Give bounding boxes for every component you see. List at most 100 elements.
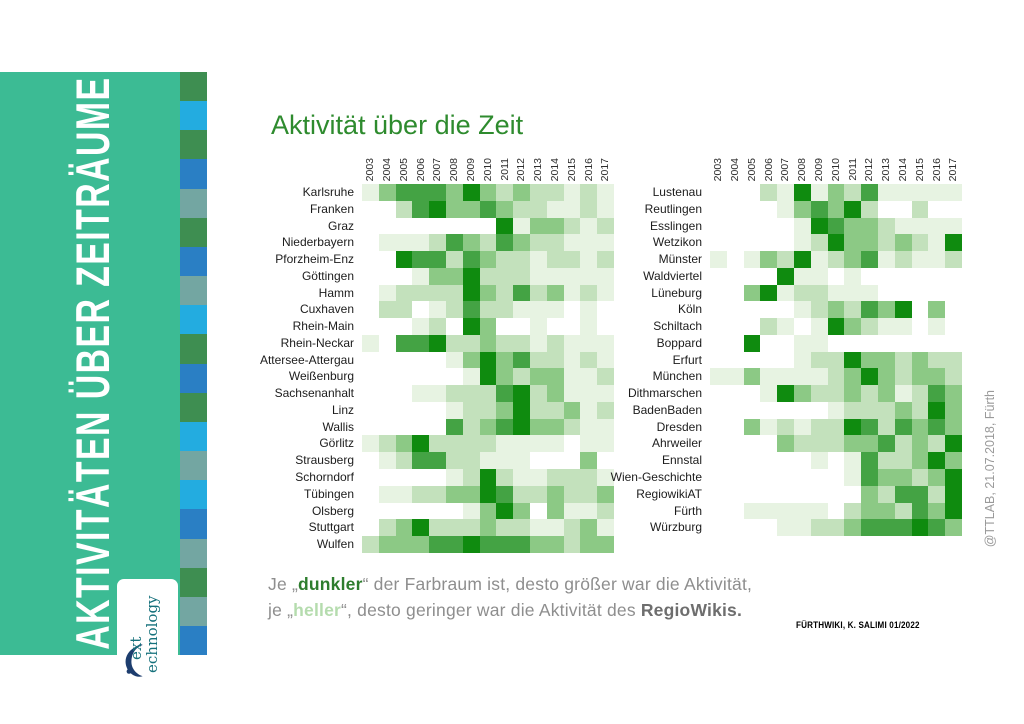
year-tick: 2007 <box>431 157 444 181</box>
heatmap-cell <box>810 334 828 352</box>
heatmap-cell <box>529 418 547 436</box>
row-label: Köln <box>677 302 702 317</box>
heatmap-cell <box>546 452 564 470</box>
year-tick: 2005 <box>745 157 758 181</box>
caption: Je „dunkler“ der Farbraum ist, desto grö… <box>268 571 752 623</box>
heatmap-cell <box>844 502 862 520</box>
heatmap-cell <box>945 217 962 235</box>
heatmap-cell <box>395 452 413 470</box>
heatmap-cell <box>793 435 811 453</box>
heatmap-cell <box>597 536 614 553</box>
heatmap-cell <box>479 217 497 235</box>
heatmap-cell <box>844 334 862 352</box>
year-tick: 2015 <box>913 157 926 181</box>
heatmap-cell <box>894 418 912 436</box>
row-label: Weißenburg <box>288 369 354 384</box>
heatmap-cell <box>462 536 480 553</box>
heatmap-left: 2003 2004 2005 2006 2007 2008 2009 2010 2011 2012… <box>250 140 614 553</box>
heatmap-cell <box>546 267 564 285</box>
heatmap-cell <box>496 284 514 302</box>
heatmap-cell <box>793 284 811 302</box>
heatmap-cell <box>580 184 598 201</box>
strip-square <box>180 538 207 568</box>
year-tick: 2006 <box>414 157 427 181</box>
year-tick: 2008 <box>448 157 461 181</box>
heatmap-cell <box>928 435 946 453</box>
heatmap-cell <box>412 435 430 453</box>
heatmap-cell <box>894 351 912 369</box>
heatmap-cell <box>743 217 761 235</box>
heatmap-cell <box>546 536 564 553</box>
heatmap-cell <box>777 435 794 453</box>
heatmap-cell <box>546 217 564 235</box>
heatmap-cell <box>362 217 379 235</box>
heatmap-cell <box>928 351 946 369</box>
heatmap-cell <box>395 385 413 402</box>
heatmap-cell <box>362 435 379 453</box>
heatmap-cell <box>580 284 598 302</box>
heatmap-cell <box>844 368 862 386</box>
heatmap-cell <box>529 536 547 553</box>
heatmap-cell <box>462 502 480 520</box>
heatmap-cell <box>710 267 727 285</box>
heatmap-cell <box>945 469 962 486</box>
heatmap-cell <box>760 217 778 235</box>
heatmap-cell <box>877 284 895 302</box>
heatmap-cell <box>546 200 564 218</box>
heatmap-row: Graz <box>250 217 614 235</box>
heatmap-cell <box>877 318 895 335</box>
heatmap-cell <box>777 184 794 201</box>
heatmap-cell <box>793 351 811 369</box>
heatmap-cell <box>760 251 778 268</box>
strip-square <box>180 625 207 656</box>
heatmap-cell <box>743 200 761 218</box>
heatmap-cell <box>726 485 744 503</box>
caption-line-2: je „heller“, desto geringer war die Akti… <box>268 597 752 623</box>
heatmap-cell <box>894 234 912 252</box>
heatmap-cell <box>546 418 564 436</box>
heatmap-cell <box>412 485 430 503</box>
row-label: Linz <box>331 402 354 417</box>
heatmap-cell <box>894 452 912 470</box>
heatmap-cell <box>743 452 761 470</box>
heatmap-cell <box>429 536 446 553</box>
heatmap-cell <box>844 418 862 436</box>
heatmap-cell <box>529 385 547 402</box>
heatmap-cell <box>378 234 396 252</box>
row-label: Karlsruhe <box>302 185 354 199</box>
heatmap-cell <box>945 284 962 302</box>
heatmap-cell <box>844 469 862 486</box>
heatmap-grid-left: Karlsruhe Franken Graz Niederbayern Pforzhei… <box>250 184 614 553</box>
heatmap-cell <box>793 502 811 520</box>
heatmap-cell <box>395 351 413 369</box>
heatmap-cell <box>395 485 413 503</box>
heatmap-cell <box>928 217 946 235</box>
heatmap-cell <box>412 184 430 201</box>
logo-line-1: ext <box>127 636 146 660</box>
heatmap-cell <box>412 368 430 386</box>
strip-square <box>180 101 207 131</box>
strip-square <box>180 596 207 626</box>
heatmap-cell <box>563 334 581 352</box>
heatmap-cell <box>861 485 878 503</box>
heatmap-cell <box>412 418 430 436</box>
heatmap-cell <box>378 351 396 369</box>
year-tick: 2008 <box>796 157 809 181</box>
heatmap-cell <box>563 284 581 302</box>
heatmap-row: Würzburg <box>598 519 962 537</box>
heatmap-cell <box>362 184 379 201</box>
year-tick: 2016 <box>582 157 595 181</box>
heatmap-cell <box>529 469 547 486</box>
heatmap-cell <box>445 284 463 302</box>
heatmap-cell <box>462 267 480 285</box>
heatmap-cell <box>546 334 564 352</box>
heatmap-row: Cuxhaven <box>250 301 614 319</box>
heatmap-cell <box>793 452 811 470</box>
heatmap-cell <box>726 418 744 436</box>
row-label: Cuxhaven <box>299 302 354 317</box>
heatmap-cell <box>597 351 614 369</box>
heatmap-cell <box>911 351 929 369</box>
heatmap-cell <box>726 469 744 486</box>
heatmap-cell <box>743 418 761 436</box>
heatmap-cell <box>445 519 463 537</box>
